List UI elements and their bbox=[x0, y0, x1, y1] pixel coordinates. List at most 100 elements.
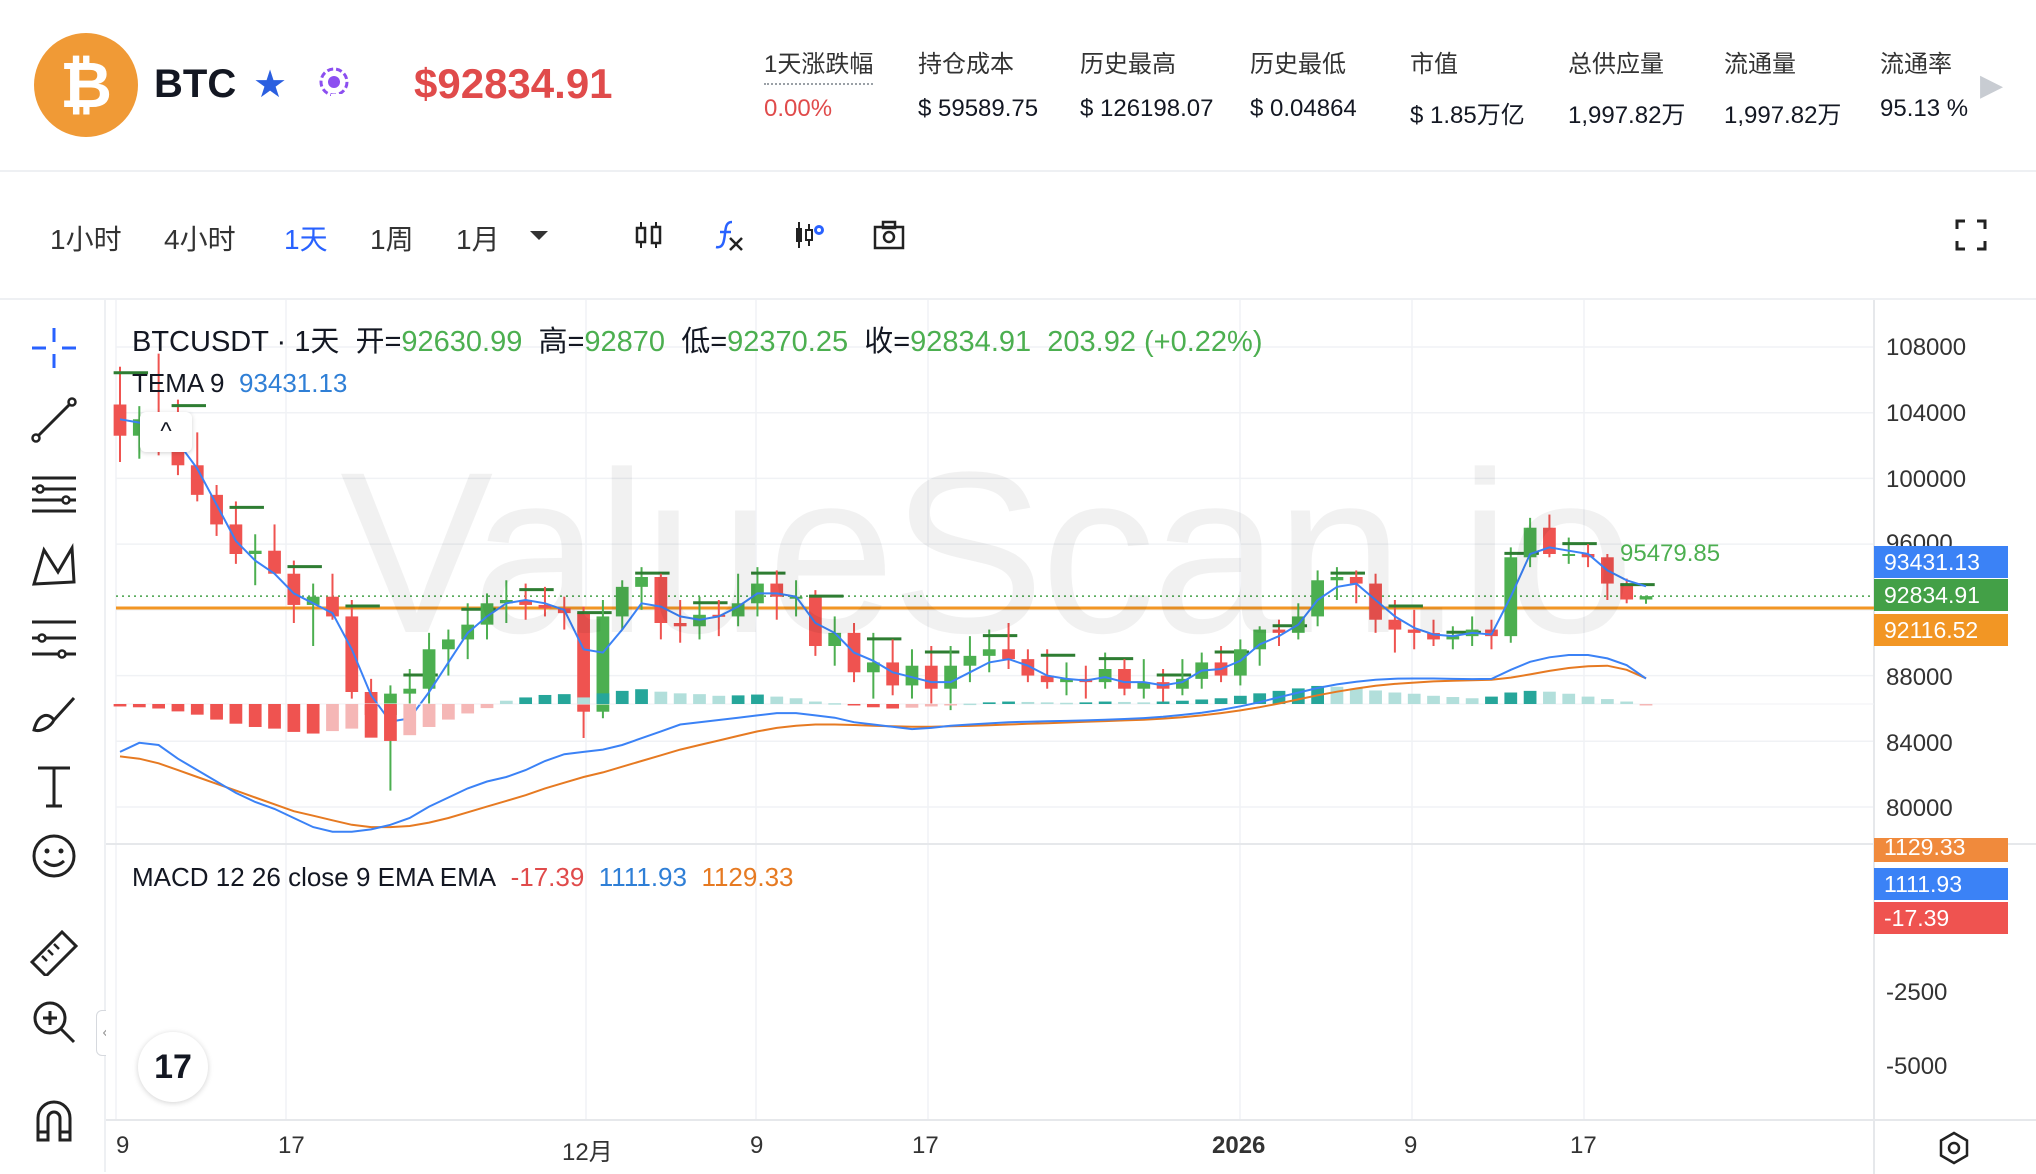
tema-legend: TEMA 9 93431.13 bbox=[132, 368, 347, 399]
macd-legend: MACD 12 26 close 9 EMA EMA -17.39 1111.9… bbox=[132, 862, 794, 893]
ruler-icon[interactable] bbox=[28, 928, 80, 976]
stat-value-circ-rate: 95.13 % bbox=[1880, 95, 1969, 122]
chevron-right-icon[interactable]: ▶ bbox=[1980, 69, 2004, 102]
collapse-legend-button[interactable]: ^ bbox=[140, 412, 192, 452]
candle-body bbox=[1369, 583, 1382, 620]
macd-histogram-bar bbox=[847, 704, 861, 706]
x-tick: 12月 bbox=[562, 1139, 613, 1166]
macd-line-tag: 1111.93 bbox=[1874, 868, 2008, 900]
projection-icon[interactable] bbox=[28, 614, 80, 662]
candle-body bbox=[1253, 629, 1267, 650]
text-icon[interactable] bbox=[28, 762, 80, 810]
candle-body bbox=[345, 616, 359, 692]
macd-line-value: 1111.93 bbox=[598, 862, 687, 892]
snapshot-icon[interactable] bbox=[872, 218, 906, 252]
candle-body bbox=[615, 586, 629, 617]
horizontal-line-price-tag: 92116.52 bbox=[1874, 614, 2008, 646]
candle-body bbox=[1060, 678, 1073, 683]
macd-histogram-bar bbox=[673, 693, 687, 704]
macd-histogram-bar bbox=[364, 704, 378, 738]
coin-symbol: BTC bbox=[154, 62, 237, 106]
timeframe-4h[interactable]: 4小时 bbox=[164, 224, 236, 255]
legend-close: 92834.91 bbox=[910, 326, 1032, 358]
macd-histogram-bar bbox=[1485, 696, 1498, 704]
macd-histogram-bar bbox=[635, 689, 648, 704]
timeframe-1d[interactable]: 1天 bbox=[284, 224, 328, 255]
stat-label-mcap: 市值 bbox=[1410, 51, 1458, 78]
emoji-icon[interactable] bbox=[28, 832, 80, 880]
tradingview-logo[interactable]: 17 bbox=[138, 1032, 208, 1102]
chart-settings-icon[interactable] bbox=[792, 218, 826, 252]
macd-histogram-bar bbox=[866, 704, 880, 708]
fullscreen-icon[interactable] bbox=[1954, 218, 1988, 252]
indicator-fx-icon[interactable] bbox=[712, 218, 746, 252]
crosshair-icon[interactable] bbox=[28, 324, 80, 372]
price-chart[interactable] bbox=[106, 300, 2036, 1174]
candle-body bbox=[422, 649, 436, 689]
macd-histogram-bar bbox=[654, 691, 668, 704]
macd-histogram-bar bbox=[538, 694, 552, 704]
legend-symbol: BTCUSDT · 1天 bbox=[132, 326, 340, 358]
macd-histogram-bar bbox=[248, 704, 262, 727]
brush-icon[interactable] bbox=[28, 690, 80, 738]
candle-body bbox=[519, 600, 533, 605]
tema-label: TEMA 9 bbox=[132, 368, 225, 398]
macd-histogram-bar bbox=[1137, 702, 1151, 704]
candle-body bbox=[1427, 632, 1440, 640]
stat-value-change: 0.00% bbox=[764, 95, 833, 122]
macd-signal-value: 1129.33 bbox=[701, 862, 794, 892]
candles-icon[interactable] bbox=[632, 218, 666, 252]
macd-histogram-bar bbox=[1620, 701, 1634, 704]
legend-high: 92870 bbox=[584, 326, 666, 358]
x-tick: 2026 bbox=[1212, 1132, 1266, 1159]
macd-histogram-bar bbox=[712, 695, 726, 704]
macd-histogram-bar bbox=[480, 704, 494, 709]
macd-histogram-bar bbox=[809, 701, 822, 704]
macd-histogram-bar bbox=[1407, 693, 1421, 704]
stat-label-cost: 持仓成本 bbox=[918, 51, 1014, 78]
macd-hist-value: -17.39 bbox=[510, 862, 585, 892]
stat-value-ath: $ 126198.07 bbox=[1080, 95, 1214, 122]
drawing-toolbar bbox=[0, 300, 106, 1172]
candle-body bbox=[268, 550, 281, 574]
chart-settings-gear-icon[interactable] bbox=[1936, 1130, 1972, 1166]
last-price-tag: 92834.91 bbox=[1874, 579, 2008, 611]
dropdown-caret-icon[interactable] bbox=[522, 218, 556, 252]
timeframe-1w[interactable]: 1周 bbox=[370, 224, 414, 255]
chart-toolbar bbox=[0, 172, 2036, 300]
candle-body bbox=[1311, 580, 1324, 617]
candle-body bbox=[1349, 577, 1363, 584]
timeframe-1h[interactable]: 1小时 bbox=[50, 224, 122, 255]
magnet-icon[interactable] bbox=[28, 1096, 80, 1144]
macd-histogram-bar bbox=[596, 693, 610, 704]
macd-histogram-bar bbox=[905, 704, 919, 708]
header-bar bbox=[0, 0, 2036, 172]
pattern-icon[interactable] bbox=[28, 542, 80, 590]
watermark-text: ValueScan.io bbox=[340, 424, 1634, 681]
macd-histogram-bar bbox=[1427, 695, 1440, 704]
macd-histogram-bar bbox=[557, 694, 571, 704]
macd-histogram-bar bbox=[132, 704, 146, 708]
timeframe-1m[interactable]: 1月 bbox=[456, 224, 500, 255]
fib-lines-icon[interactable] bbox=[28, 470, 80, 518]
ai-scan-icon[interactable] bbox=[314, 60, 354, 104]
candle-body bbox=[306, 596, 320, 605]
trendline-icon[interactable] bbox=[28, 396, 80, 444]
macd-histogram-bar bbox=[1118, 701, 1131, 704]
macd-histogram-bar bbox=[1002, 701, 1015, 704]
candle-body bbox=[905, 665, 919, 686]
candle-body bbox=[1639, 596, 1653, 600]
zoom-in-icon[interactable] bbox=[28, 998, 80, 1046]
stat-label-change[interactable]: 1天涨跌幅 bbox=[764, 44, 874, 85]
star-icon[interactable]: ★ bbox=[253, 64, 288, 106]
stat-value-supply: 1,997.82万 bbox=[1568, 102, 1686, 129]
stat-label-circ-rate: 流通率 bbox=[1880, 51, 1952, 78]
y-tick: 100000 bbox=[1886, 466, 1967, 493]
x-tick: 9 bbox=[750, 1132, 764, 1159]
candle-body bbox=[210, 494, 223, 525]
macd-histogram-bar bbox=[1156, 701, 1170, 704]
candle-body bbox=[403, 688, 417, 694]
bitcoin-logo-icon: ₿ bbox=[34, 33, 138, 137]
candle-body bbox=[538, 604, 552, 609]
macd-histogram-bar bbox=[1446, 697, 1460, 704]
